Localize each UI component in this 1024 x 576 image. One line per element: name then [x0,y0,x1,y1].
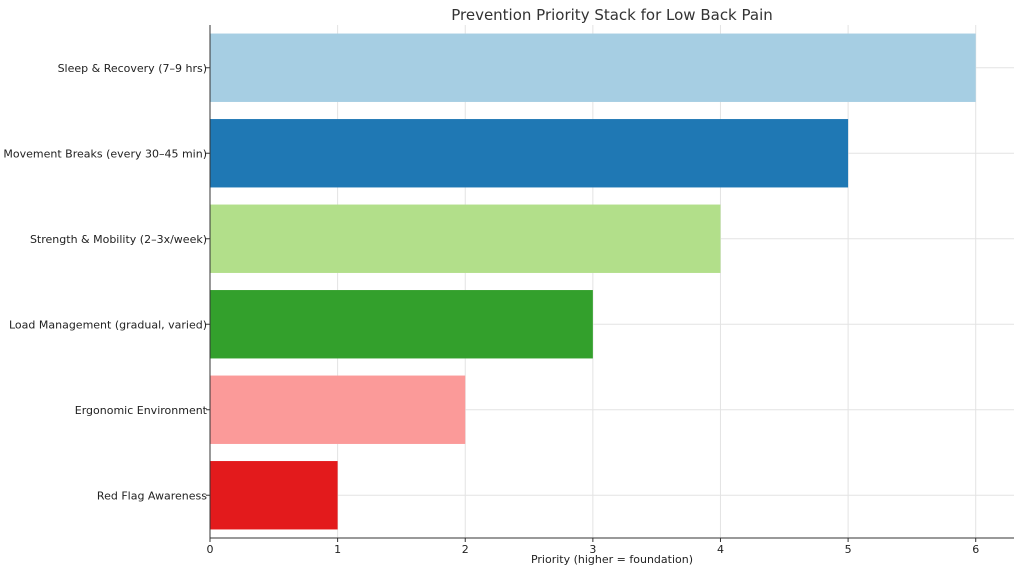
x-tick-label: 3 [589,543,596,556]
bar [210,204,721,273]
bar [210,290,593,359]
y-tick-label: Ergonomic Environment [75,404,208,417]
bar [210,461,338,530]
x-axis-label: Priority (higher = foundation) [531,553,693,566]
y-tick-label: Red Flag Awareness [97,489,207,502]
x-tick-label: 2 [462,543,469,556]
bar [210,375,466,444]
bar [210,33,976,102]
x-tick-label: 5 [845,543,852,556]
x-tick-label: 4 [717,543,724,556]
y-tick-label: Strength & Mobility (2–3x/week) [30,233,207,246]
bar-layer [210,33,976,530]
tick-layer: 0 1 2 3 4 5 6 Sleep & Recovery (7–9 hrs) Movemen… [3,62,979,556]
y-tick-label: Sleep & Recovery (7–9 hrs) [58,62,207,75]
x-tick-label: 0 [207,543,214,556]
y-tick-label: Load Management (gradual, varied) [9,318,207,331]
x-tick-label: 6 [972,543,979,556]
bar [210,119,849,188]
y-tick-label: Movement Breaks (every 30–45 min) [3,147,207,160]
chart-title: Prevention Priority Stack for Low Back P… [451,6,773,24]
x-tick-label: 1 [334,543,341,556]
